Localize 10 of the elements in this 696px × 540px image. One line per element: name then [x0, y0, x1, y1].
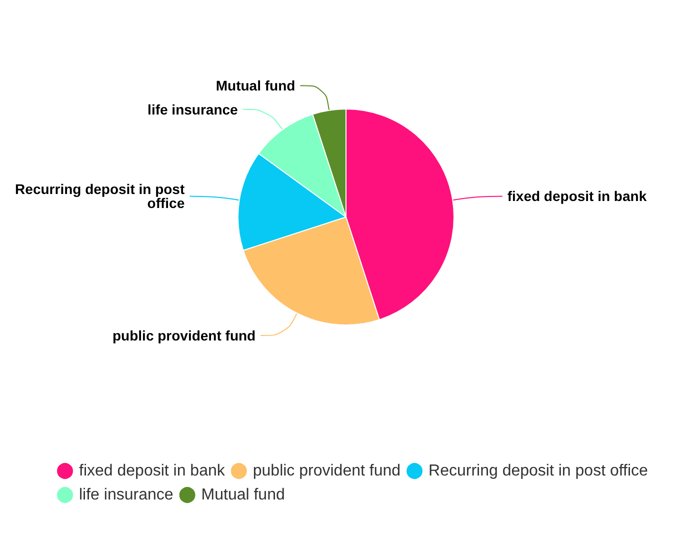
slice-label: public provident fund — [112, 328, 256, 344]
slice-label: life insurance — [148, 101, 238, 118]
legend-label: fixed deposit in bank — [79, 462, 226, 480]
slice-label: Mutual fund — [216, 78, 296, 94]
legend-label: public provident fund — [252, 462, 401, 480]
legend-label: life insurance — [79, 486, 174, 504]
slice-label: fixed deposit in bank — [507, 188, 647, 204]
legend-label: Mutual fund — [201, 486, 285, 504]
legend-label: Recurring deposit in post office — [428, 462, 648, 480]
slice-label: Recurring deposit in post office — [15, 181, 185, 212]
